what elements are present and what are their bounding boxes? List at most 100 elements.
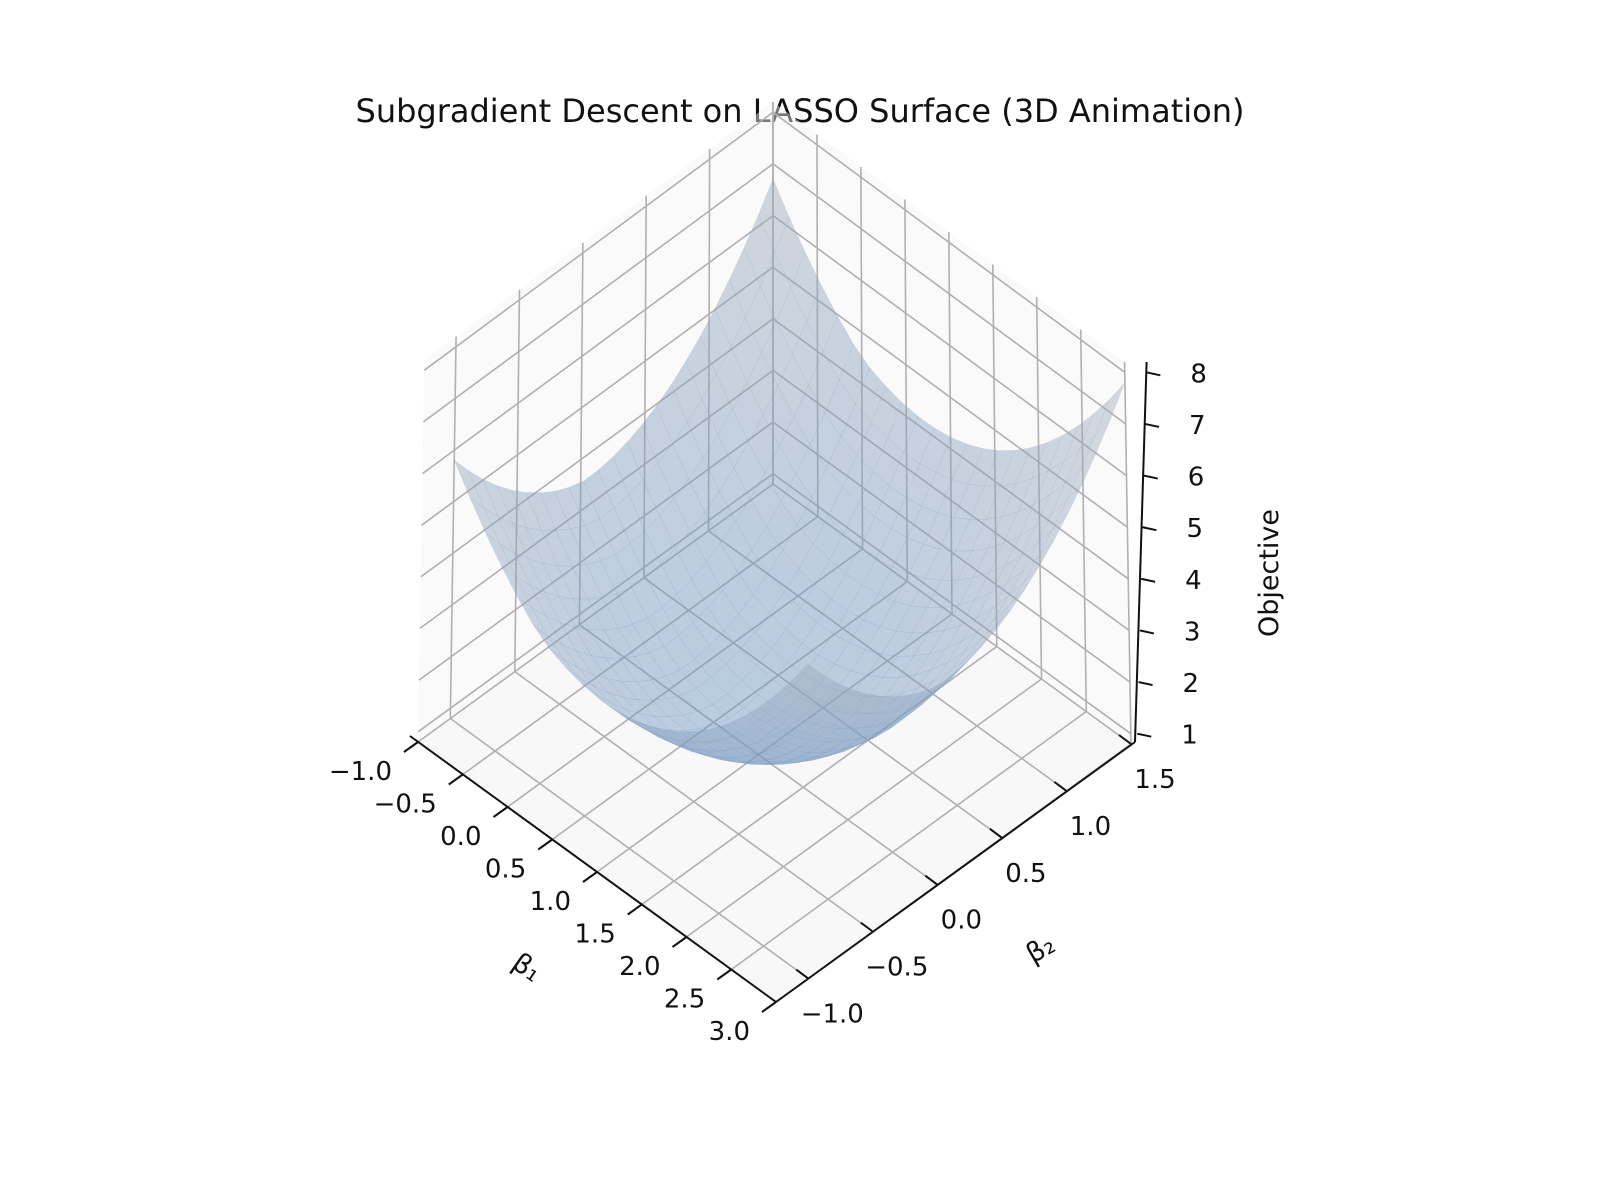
surface-patch [632, 617, 665, 654]
surface-patch [635, 679, 668, 701]
surface-patch [686, 741, 718, 752]
z-tick-mark [1143, 474, 1158, 480]
surface-patch [808, 350, 840, 414]
surface-patch [646, 724, 678, 741]
surface-patch [619, 656, 652, 682]
surface-patch [757, 717, 790, 736]
surface-patch [795, 752, 827, 760]
surface-patch [872, 437, 905, 486]
surface-patch [840, 725, 873, 742]
surface-patch [851, 675, 884, 697]
surface-patch [838, 343, 871, 404]
surface-patch [876, 715, 908, 735]
surface-patch [653, 715, 686, 731]
surface-patch [715, 736, 748, 750]
surface-patch [762, 745, 795, 758]
surface-patch [800, 584, 832, 623]
grid-line-z [423, 111, 1126, 373]
surface-patch [833, 710, 866, 728]
surface-patch [845, 734, 877, 749]
grid-line-z [422, 214, 1127, 477]
surface-patch [889, 703, 921, 727]
surface-patch [661, 593, 694, 636]
surface-patch [971, 516, 1003, 552]
surface-patch [627, 424, 659, 481]
surface-patch [930, 640, 963, 671]
y-tick-mark [1118, 734, 1132, 745]
surface-patch [1017, 470, 1049, 513]
surface-patch [806, 706, 839, 727]
surface-patch [1008, 556, 1039, 597]
surface-patch [775, 715, 808, 736]
surface-patch [827, 744, 859, 757]
surface-patch [708, 739, 741, 751]
z-tick-mark [1142, 526, 1157, 532]
surface-patch [667, 714, 701, 731]
surface-patch [879, 600, 911, 632]
y-tick-label: 0.5 [1005, 859, 1046, 889]
grid-lines [417, 102, 1132, 1003]
surface-patch [795, 444, 827, 498]
surface-patch [1063, 413, 1095, 463]
surface-patch [660, 547, 692, 595]
surface-patch [746, 351, 779, 416]
surface-patch [756, 648, 788, 680]
x-tick-mark [716, 968, 732, 981]
surface-patch [1036, 499, 1068, 544]
surface-patch [1020, 514, 1052, 556]
y-tick-mark [795, 968, 809, 980]
surface-patch [974, 564, 1006, 601]
surface-patch [963, 619, 995, 653]
surface-patch [809, 412, 842, 469]
surface-patch [791, 663, 823, 692]
surface-patch [818, 705, 851, 726]
surface-patch [922, 673, 954, 702]
surface-patch [663, 635, 696, 671]
surface-patch [1022, 529, 1054, 572]
surface-patch [510, 489, 542, 531]
y-tick-mark [860, 921, 874, 933]
surface-patch [779, 415, 811, 475]
surface-patch [819, 663, 852, 691]
surface-patch [988, 535, 1021, 574]
surface-patch [985, 482, 1017, 520]
surface-patch [990, 554, 1022, 594]
z-tick-label: 7 [1189, 411, 1206, 441]
surface-patch [850, 649, 883, 676]
surface-patch [739, 631, 772, 667]
surface-patch [692, 607, 725, 647]
surface-patch [707, 589, 740, 632]
surface-patch [539, 490, 571, 531]
surface-patch [984, 450, 1016, 487]
surface-patch [1079, 399, 1110, 450]
surface-patch [908, 544, 940, 579]
surface-patch [992, 570, 1023, 609]
surface-patch [816, 598, 848, 635]
surface-patch [571, 564, 603, 600]
surface-patch [829, 743, 861, 756]
surface-patch [809, 741, 842, 754]
surface-patch [848, 619, 881, 651]
surface-patch [741, 726, 774, 744]
x-tick-label: 2.5 [664, 985, 705, 1015]
surface-patch [894, 573, 926, 606]
surface-patch [728, 707, 761, 731]
surface-patch [547, 635, 579, 669]
surface-patch [595, 694, 627, 717]
surface-patch [826, 738, 858, 753]
surface-patch [570, 524, 602, 565]
surface-patch [796, 756, 828, 763]
surface-patch [700, 308, 732, 375]
surface-patch [549, 648, 581, 679]
surface-patch [826, 436, 858, 488]
surface-patch [923, 512, 955, 550]
surface-patch [672, 421, 704, 480]
surface-patch [856, 421, 888, 473]
surface-patch [804, 699, 836, 721]
surface-patch [951, 645, 983, 678]
surface-patch [678, 731, 711, 743]
surface-patch [733, 441, 766, 499]
surface-patch [528, 558, 560, 597]
surface-patch [676, 739, 708, 752]
surface-patch [710, 723, 743, 740]
